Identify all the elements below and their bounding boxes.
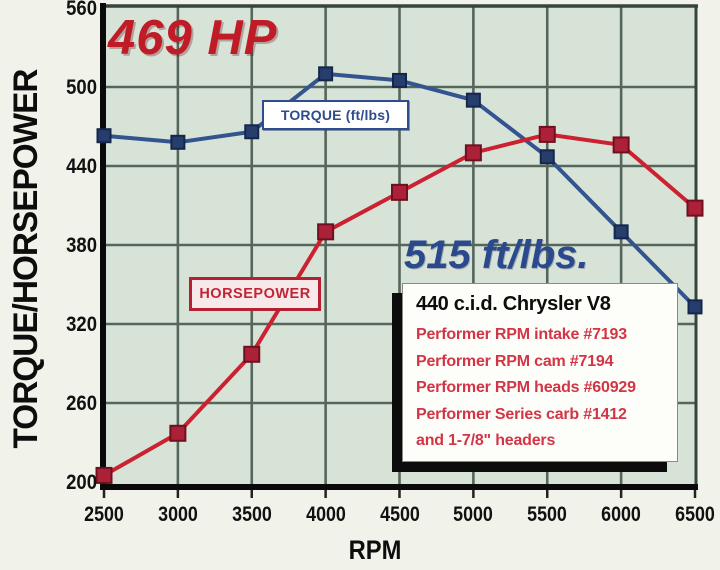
- y-tick-label: 380: [66, 234, 97, 257]
- horsepower-marker: [538, 125, 556, 143]
- torque-marker: [465, 92, 481, 108]
- horsepower-marker: [391, 183, 408, 201]
- x-tick-label: 6000: [601, 503, 641, 526]
- engine-title: 440 c.i.d. Chrysler V8: [416, 293, 611, 315]
- horsepower-marker: [169, 424, 187, 442]
- torque-marker: [170, 134, 186, 150]
- torque-marker: [392, 72, 407, 88]
- spec-headers: and 1-7/8" headers: [416, 432, 556, 449]
- spec-cam: Performer RPM cam #7194: [416, 352, 614, 370]
- x-axis-title: RPM: [348, 535, 402, 565]
- x-tick-label: 5000: [453, 503, 494, 526]
- y-tick-label: 500: [66, 76, 97, 99]
- y-tick-label: 320: [66, 313, 97, 336]
- torque-marker: [318, 66, 334, 82]
- spec-intake: Performer RPM intake #7193: [416, 326, 627, 343]
- spec-heads: Performer RPM heads #60929: [416, 379, 636, 396]
- y-tick-label: 560: [66, 0, 97, 20]
- torque-marker: [539, 149, 555, 165]
- x-tick-label: 5500: [527, 503, 568, 526]
- torque-marker: [687, 299, 703, 315]
- x-tick-label: 4000: [305, 503, 346, 526]
- torque-marker: [244, 124, 260, 140]
- peak-torque-callout: 515 ft/lbs.: [404, 233, 589, 277]
- x-tick-label: 6500: [675, 503, 715, 526]
- peak-horsepower-callout: 469 HP: [108, 11, 278, 65]
- x-tick-label: 4500: [379, 503, 420, 526]
- x-tick-label: 3500: [231, 503, 272, 526]
- x-tick-label: 3000: [158, 503, 198, 526]
- engine-spec-box: 440 c.i.d. Chrysler V8 Performer RPM int…: [402, 283, 678, 462]
- y-tick-label: 440: [66, 155, 97, 178]
- y-tick-label: 200: [66, 471, 97, 494]
- torque-marker: [613, 224, 629, 240]
- y-tick-label: 260: [66, 392, 97, 415]
- horsepower-series-label: HORSEPOWER: [189, 277, 321, 311]
- horsepower-marker: [612, 136, 630, 154]
- horsepower-marker: [686, 199, 704, 217]
- x-tick-label: 2500: [84, 503, 124, 526]
- spec-carb: Performer Series carb #1412: [416, 405, 627, 423]
- torque-series-label: TORQUE (ft/lbs): [262, 100, 409, 130]
- torque-marker: [96, 128, 112, 144]
- horsepower-marker: [95, 466, 113, 484]
- horsepower-marker: [317, 223, 335, 241]
- horsepower-marker: [243, 345, 261, 363]
- y-axis-title: TORQUE/HORSEPOWER: [7, 69, 45, 449]
- horsepower-marker: [464, 144, 482, 162]
